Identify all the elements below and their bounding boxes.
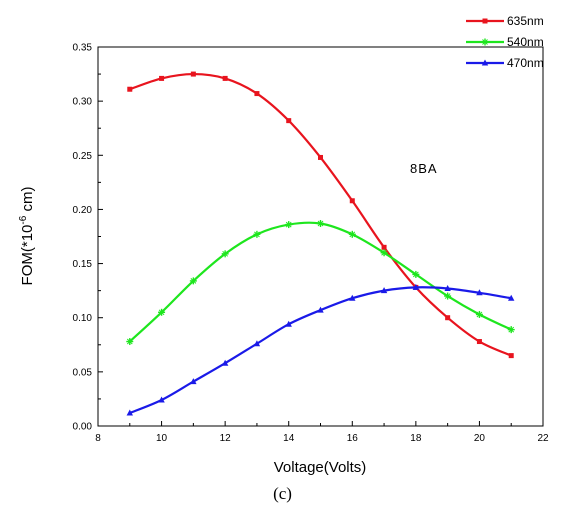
data-point <box>381 244 387 250</box>
data-point <box>317 306 324 313</box>
data-point <box>476 339 482 345</box>
y-tick-label: 0.30 <box>73 97 93 108</box>
data-point <box>349 294 356 301</box>
y-axis-title-superscript: -6 <box>18 215 29 224</box>
data-point <box>286 118 292 124</box>
y-tick-label: 0.05 <box>73 367 93 378</box>
figure-caption: (c) <box>273 484 292 503</box>
data-point <box>445 315 451 321</box>
data-point <box>317 220 324 228</box>
data-point <box>222 75 228 81</box>
data-point <box>253 340 261 347</box>
y-tick-label: 0.20 <box>73 205 93 216</box>
x-tick-label: 14 <box>283 433 295 444</box>
data-point <box>380 249 388 257</box>
legend-item: 470nm <box>466 56 544 70</box>
annotation-8ba: 8BA <box>410 161 438 176</box>
y-axis-title: FOM(*10-6 cm) <box>18 187 36 286</box>
legend-label: 540nm <box>507 35 544 49</box>
data-point <box>475 310 483 318</box>
series-470nm <box>126 283 515 416</box>
x-tick-label: 22 <box>537 433 549 444</box>
y-tick-label: 0.35 <box>73 43 93 54</box>
series-line <box>129 286 512 415</box>
series-635nm <box>127 71 514 359</box>
data-point <box>412 283 420 290</box>
data-point <box>221 250 229 258</box>
y-tick-label: 0.10 <box>73 313 93 324</box>
data-point <box>254 91 260 97</box>
data-point <box>158 396 165 403</box>
legend-item: 635nm <box>466 14 544 28</box>
data-point <box>159 75 165 81</box>
legend-marker <box>481 59 489 66</box>
plot-frame <box>97 46 544 427</box>
x-axis-title: Voltage(Volts) <box>274 459 367 476</box>
data-point <box>444 292 452 300</box>
data-point <box>126 338 134 346</box>
y-tick-label: 0.25 <box>73 151 93 162</box>
data-point <box>126 409 133 416</box>
data-point <box>380 287 388 294</box>
data-point <box>285 221 293 229</box>
data-point <box>507 326 515 334</box>
x-tick-label: 16 <box>347 433 359 444</box>
x-tick-label: 18 <box>410 433 422 444</box>
x-tick-label: 8 <box>95 433 101 444</box>
data-point <box>253 230 261 238</box>
series-line <box>129 72 512 357</box>
data-point <box>349 198 355 204</box>
x-tick-label: 20 <box>474 433 486 444</box>
x-tick-label: 10 <box>156 433 168 444</box>
data-point <box>508 294 515 301</box>
x-tick-label: 12 <box>220 433 232 444</box>
data-point <box>285 320 292 327</box>
data-point <box>189 277 197 285</box>
y-tick-label: 0.15 <box>73 259 93 270</box>
y-axis-title-main: FOM(*10 <box>19 225 36 286</box>
legend-label: 635nm <box>507 14 544 28</box>
legend-item: 540nm <box>466 35 544 49</box>
data-point <box>318 154 323 160</box>
legend-label: 470nm <box>507 56 544 70</box>
data-point <box>412 270 420 278</box>
data-point <box>158 308 166 316</box>
series-540nm <box>126 220 515 346</box>
y-tick-label: 0.00 <box>73 422 93 433</box>
y-axis-title-tail: cm) <box>19 187 36 216</box>
data-point <box>221 359 229 366</box>
data-point <box>190 378 197 385</box>
data-point <box>476 289 483 296</box>
data-point <box>190 71 196 77</box>
data-point <box>127 86 133 92</box>
legend-marker <box>482 18 488 24</box>
data-point <box>348 230 356 238</box>
data-point <box>508 353 514 359</box>
data-point <box>444 284 451 291</box>
legend-marker <box>481 38 489 46</box>
chart: 8 10 12 14 16 18 20 22 0.00 0.05 0.10 0.15 0.20 0.25 0… <box>18 14 549 476</box>
